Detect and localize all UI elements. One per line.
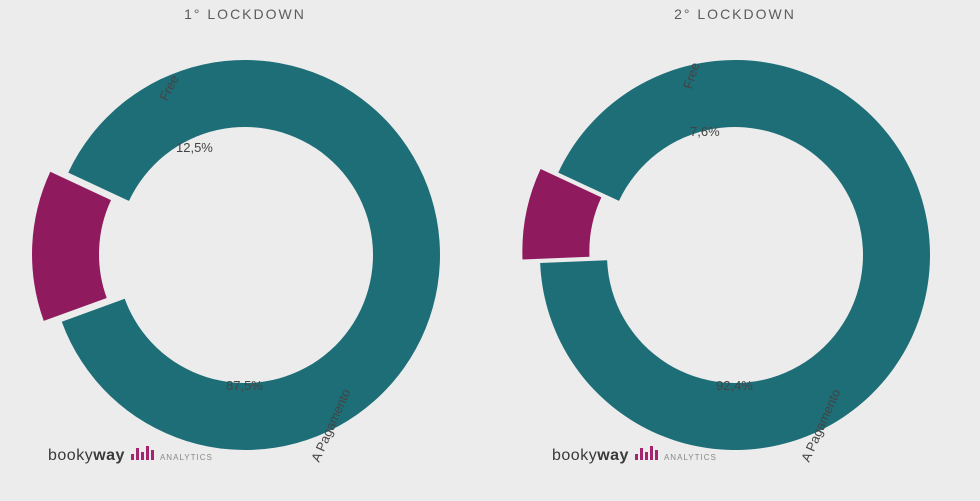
brand-text: bookyway <box>552 447 629 465</box>
brand-plain: booky <box>552 447 597 464</box>
value-label-pagamento: 87,5% <box>226 378 263 393</box>
value-label-free: 7,6% <box>690 124 720 139</box>
value-label-free: 12,5% <box>176 140 213 155</box>
value-label-pagamento: 92,4% <box>716 378 753 393</box>
brand-logo: bookyway ANALYTICS <box>48 446 213 465</box>
chart-title: 1° LOCKDOWN <box>0 6 490 22</box>
brand-tag: ANALYTICS <box>160 453 213 462</box>
chart-panel-1: 1° LOCKDOWN 87,5% 12,5% A Pagamento Free… <box>0 0 490 501</box>
chart-panel-2: 2° LOCKDOWN 92,4% 7,6% A Pagamento Free … <box>490 0 980 501</box>
donut-chart-1 <box>30 40 460 475</box>
brand-tag: ANALYTICS <box>664 453 717 462</box>
brand-bold: way <box>597 447 629 464</box>
brand-text: bookyway <box>48 447 125 465</box>
brand-bold: way <box>93 447 125 464</box>
donut-chart-2 <box>520 40 950 475</box>
brand-bars-icon <box>131 446 154 460</box>
chart-title: 2° LOCKDOWN <box>490 6 980 22</box>
brand-logo: bookyway ANALYTICS <box>552 446 717 465</box>
brand-bars-icon <box>635 446 658 460</box>
brand-plain: booky <box>48 447 93 464</box>
